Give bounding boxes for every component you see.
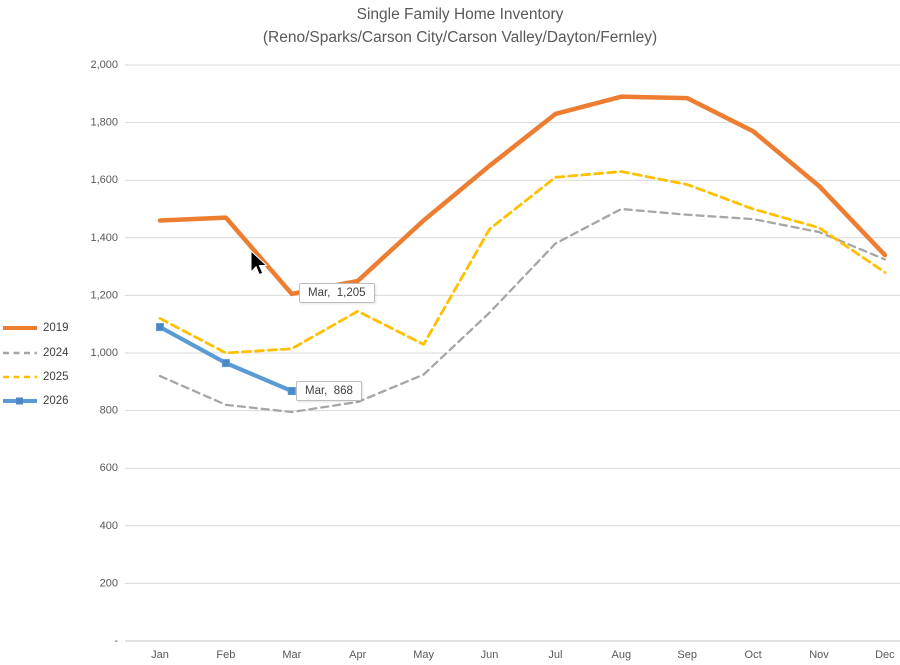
legend-item-2025[interactable]: 2025 [2,365,82,389]
x-axis-month-label: Aug [612,649,632,661]
x-axis-month-label: Nov [809,649,829,661]
x-axis-month-label: Apr [349,649,366,661]
x-axis-month-label: Feb [216,649,235,661]
legend-swatch-2025-line-icon [3,375,37,379]
x-axis-month-label: Jun [481,649,499,661]
x-axis-month-label: Oct [745,649,762,661]
legend-label-2026: 2026 [43,395,69,408]
y-axis-tick-label: 1,000 [90,347,118,359]
legend-item-2026[interactable]: 2026 [2,389,82,413]
chart-legend: 2019 2024 2025 2026 [2,316,82,414]
series-line-2025[interactable] [158,170,887,355]
series-line-2026[interactable] [157,324,294,394]
legend-label-2019: 2019 [43,322,69,335]
y-axis-tick-label: 1,600 [90,174,118,186]
y-axis-tick-label: 2,000 [90,59,118,71]
x-axis-month-label: May [413,649,434,661]
x-axis-month-label: Mar [282,649,301,661]
series-marker-2026[interactable] [221,359,230,368]
legend-label-2025: 2025 [43,370,69,383]
series-line-2024[interactable] [158,207,887,414]
legend-swatch-2026-line-icon [3,397,37,405]
y-axis-tick-label: 400 [100,520,118,532]
legend-swatch-2024-line-icon [3,351,37,354]
mouse-cursor-icon [250,249,268,276]
data-label-2026-mar: Mar, 868 [296,381,362,401]
x-axis-month-label: Jan [151,649,169,661]
legend-label-2024: 2024 [43,346,69,359]
data-label-2019-mar: Mar, 1,205 [299,283,375,303]
y-axis-tick-label: - [114,635,118,647]
legend-swatch-2019-line-icon [3,326,37,331]
legend-item-2024[interactable]: 2024 [2,340,82,364]
series-line-2019[interactable] [157,94,888,297]
x-axis-month-label: Jul [548,649,562,661]
legend-item-2019[interactable]: 2019 [2,316,82,340]
x-axis-month-label: Dec [875,649,895,661]
y-axis-tick-label: 200 [100,577,118,589]
y-axis-tick-label: 800 [100,405,118,417]
series-marker-2026[interactable] [156,323,164,332]
y-axis-tick-label: 1,400 [90,232,118,244]
y-axis-tick-label: 1,200 [90,289,118,301]
series-marker-2026[interactable] [287,387,296,396]
y-axis-tick-label: 1,800 [90,117,118,129]
x-axis-month-label: Sep [677,649,697,661]
chart-title-block: Single Family Home Inventory (Reno/Spark… [10,3,900,49]
y-axis-tick-label: 600 [100,462,118,474]
chart-subtitle: (Reno/Sparks/Carson City/Carson Valley/D… [262,29,658,46]
chart-title: Single Family Home Inventory [356,6,564,23]
